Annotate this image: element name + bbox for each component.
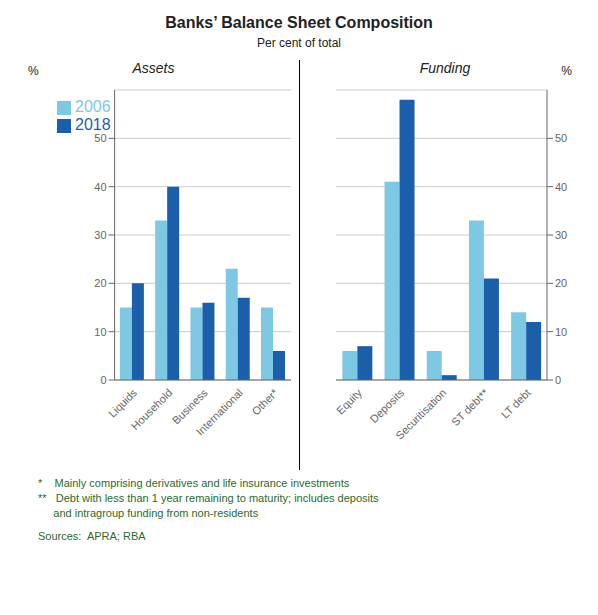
html-text:and intragroup funding from no: and intragroup funding from non-resident… (38, 507, 259, 519)
svg-text:40: 40 (94, 181, 106, 193)
svg-text:Business: Business (169, 386, 210, 427)
html-text:Sources: APRA; RBA: Sources: APRA; RBA (38, 530, 146, 542)
svg-text:Securitisation: Securitisation (393, 386, 448, 441)
html-text:** Debt with less than 1 year: ** Debt with less than 1 year remaining … (38, 492, 379, 504)
svg-text:ST debt**: ST debt** (449, 386, 491, 428)
svg-text:20: 20 (555, 277, 567, 289)
svg-text:LT debt: LT debt (499, 386, 533, 420)
svg-text:Deposits: Deposits (367, 386, 406, 425)
svg-text:20: 20 (94, 277, 106, 289)
svg-text:International: International (194, 386, 245, 437)
html-text:* Mainly comprising derivative: * Mainly comprising derivatives and life… (38, 477, 350, 489)
svg-text:Household: Household (129, 386, 175, 432)
svg-text:50: 50 (555, 132, 567, 144)
svg-text:0: 0 (555, 374, 561, 386)
svg-text:10: 10 (94, 326, 106, 338)
html-text:2006: 2006 (75, 98, 111, 115)
svg-text:Equity: Equity (334, 386, 364, 416)
svg-text:0: 0 (100, 374, 106, 386)
html-text:2018: 2018 (75, 116, 111, 133)
html-text:Banks’ Balance Sheet Compositi: Banks’ Balance Sheet Composition (165, 14, 433, 31)
svg-text:Liquids: Liquids (106, 386, 139, 419)
html-text:Per cent of total: Per cent of total (257, 36, 341, 50)
svg-text:40: 40 (555, 181, 567, 193)
svg-text:30: 30 (94, 229, 106, 241)
svg-text:10: 10 (555, 326, 567, 338)
svg-text:Other*: Other* (249, 386, 280, 417)
html-text:Funding: Funding (419, 60, 471, 76)
svg-text:50: 50 (94, 132, 106, 144)
svg-text:30: 30 (555, 229, 567, 241)
html-text:Assets: Assets (132, 60, 175, 76)
